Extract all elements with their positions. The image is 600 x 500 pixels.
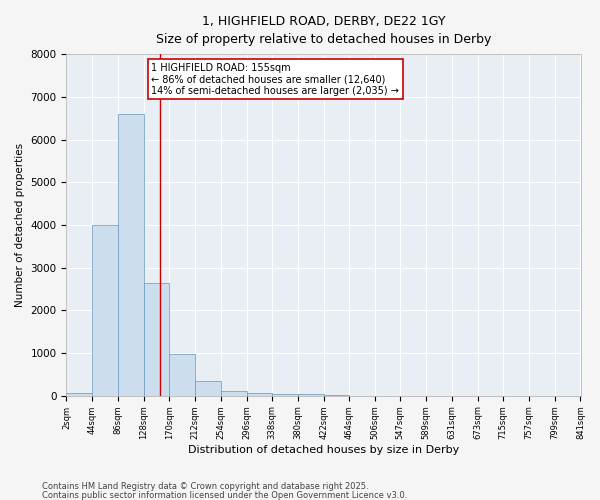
Bar (169, 354, 195, 396)
Bar (298, 394, 324, 396)
Text: Contains public sector information licensed under the Open Government Licence v3: Contains public sector information licen… (42, 490, 407, 500)
Text: Contains HM Land Registry data © Crown copyright and database right 2025.: Contains HM Land Registry data © Crown c… (42, 482, 368, 491)
Bar (221, 390, 247, 396)
Title: 1, HIGHFIELD ROAD, DERBY, DE22 1GY
Size of property relative to detached houses : 1, HIGHFIELD ROAD, DERBY, DE22 1GY Size … (156, 15, 491, 46)
Bar (272, 394, 298, 396)
Bar (195, 381, 221, 396)
Bar (247, 393, 272, 396)
Bar (118, 114, 143, 396)
Y-axis label: Number of detached properties: Number of detached properties (15, 143, 25, 307)
Bar (92, 225, 118, 396)
Bar (143, 282, 169, 396)
Bar (67, 392, 92, 396)
Text: 1 HIGHFIELD ROAD: 155sqm
← 86% of detached houses are smaller (12,640)
14% of se: 1 HIGHFIELD ROAD: 155sqm ← 86% of detach… (151, 62, 399, 96)
X-axis label: Distribution of detached houses by size in Derby: Distribution of detached houses by size … (188, 445, 459, 455)
